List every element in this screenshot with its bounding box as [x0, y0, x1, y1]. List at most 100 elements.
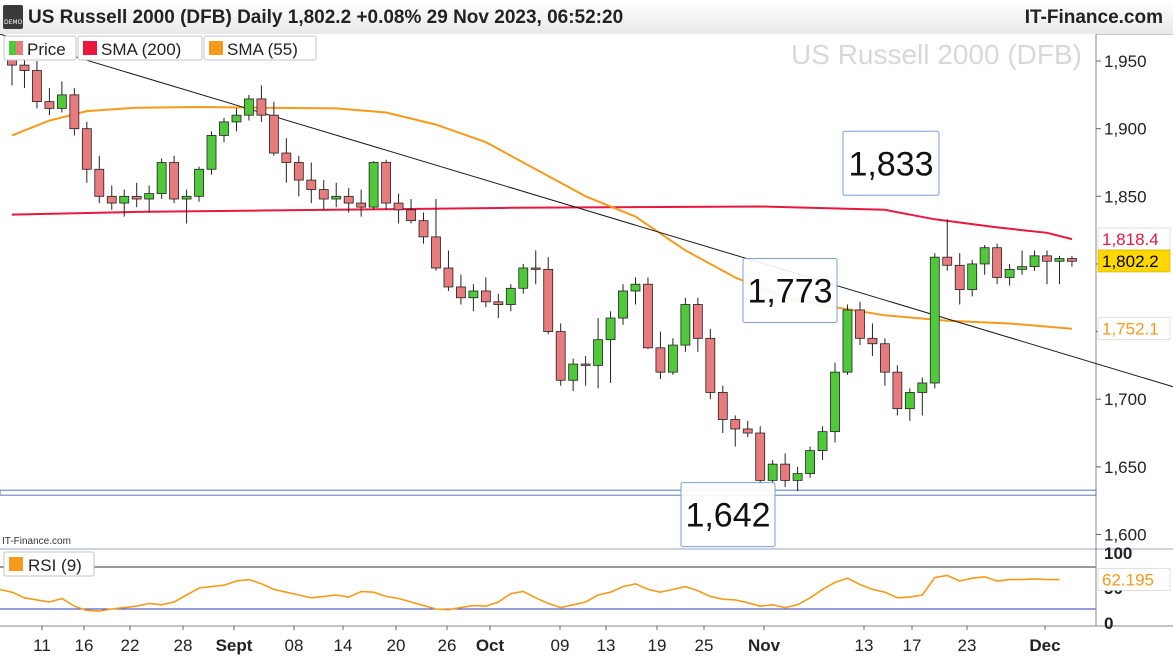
candle-body [880, 343, 890, 373]
candle-body [929, 256, 940, 384]
candle-body [219, 121, 229, 136]
candle-body [730, 419, 741, 430]
rsi-value-tag [1097, 568, 1171, 591]
candle-body [331, 195, 342, 200]
candle-body [44, 101, 55, 109]
rsi-legend-swatch [9, 557, 23, 571]
candle-body [431, 236, 441, 269]
rsi-panel [0, 550, 1096, 626]
candle-body [917, 382, 928, 393]
candle-body [206, 135, 217, 170]
x-tick-label: Oct [476, 636, 505, 655]
candle-body [231, 114, 242, 123]
annotation-label: 1,833 [848, 145, 933, 183]
candle-body [867, 337, 878, 345]
candle-body [1029, 255, 1040, 268]
chart-watermark: US Russell 2000 (DFB) [791, 39, 1082, 70]
candle-body [1054, 258, 1065, 262]
y-tick-label: 1,850 [1104, 187, 1147, 206]
x-tick-label: 09 [551, 636, 570, 655]
y-tick-label: 1,650 [1104, 458, 1147, 477]
candle-body [855, 309, 865, 339]
candle-body [306, 179, 317, 190]
candle-body [717, 392, 728, 420]
candle-body [680, 304, 691, 346]
candle-body [792, 473, 803, 481]
price-tag-last [1097, 249, 1171, 273]
candle-body [954, 264, 965, 291]
candle-body [356, 202, 367, 208]
legend-swatch [209, 41, 223, 55]
candle-body [381, 162, 392, 204]
legend-label: Price [27, 40, 66, 59]
candle-body [281, 152, 292, 163]
rsi-value-label: 62.195 [1102, 570, 1154, 589]
x-tick-label: 20 [387, 636, 406, 655]
candle-body [32, 70, 42, 103]
candle-body [755, 432, 766, 481]
candle-body [131, 195, 142, 200]
candle-body [418, 220, 429, 238]
candle-body [518, 267, 529, 289]
candle-body [605, 317, 616, 341]
rsi-legend [3, 551, 95, 577]
x-tick-label: 19 [648, 636, 667, 655]
price-tag-label: 1,752.1 [1102, 320, 1159, 339]
rsi-legend-label: RSI (9) [28, 556, 82, 575]
rsi-tick-label: 100 [1104, 544, 1132, 563]
candle-body [655, 347, 666, 373]
candle-body [69, 94, 80, 130]
x-tick-label: 17 [903, 636, 922, 655]
candle-body [169, 162, 180, 200]
candle-body [194, 168, 204, 197]
candle-body [1017, 266, 1027, 270]
x-tick-label: 26 [438, 636, 457, 655]
candle-body [393, 202, 404, 211]
candle-body [705, 337, 716, 393]
x-tick-label: 14 [334, 636, 353, 655]
candle-body [805, 450, 815, 475]
candle-body [156, 162, 167, 195]
rsi-tick-label: 0 [1104, 614, 1113, 633]
candle-body [643, 283, 653, 349]
candle-body [19, 64, 30, 71]
x-tick-label: 16 [75, 636, 94, 655]
candle-body [593, 339, 603, 366]
y-tick-label: 1,950 [1104, 52, 1147, 71]
price-tag-label: 1,818.4 [1102, 230, 1159, 249]
x-tick-label: Sept [216, 636, 253, 655]
legend: Price SMA (200) SMA (55) [3, 35, 317, 61]
legend-swatch [83, 41, 97, 55]
candle-body [468, 290, 479, 299]
annotation-box [742, 257, 838, 323]
candle-body [555, 331, 566, 381]
annotation-label: 1,642 [685, 497, 770, 535]
annotation-box [680, 482, 776, 548]
candle-body [543, 268, 554, 332]
candle-body [1004, 268, 1015, 278]
price-chart[interactable]: US Russell 2000 (DFB) 1,950 1,900 1,850 1,80… [0, 34, 1173, 660]
sma200-line [11, 205, 1073, 241]
legend-label: SMA (200) [101, 40, 181, 59]
candle-body [81, 128, 92, 170]
y-tick-label: 1,900 [1104, 120, 1147, 139]
candle-body [1042, 255, 1052, 262]
candle-body [293, 162, 304, 181]
legend-item [203, 35, 317, 61]
candle-body [817, 431, 828, 452]
candle-body [780, 463, 791, 481]
x-tick-label: 11 [33, 636, 51, 655]
candle-body [368, 162, 379, 208]
x-tick-label: 23 [958, 636, 977, 655]
candle-body [144, 193, 155, 200]
candle-body [692, 304, 703, 339]
annotation-box [842, 130, 940, 196]
x-tick-label: Dec [1029, 636, 1060, 655]
candle-body [493, 301, 504, 305]
sma55-line [11, 105, 1073, 330]
candle-body [830, 371, 840, 433]
legend-swatch-down [16, 41, 23, 55]
candle-body [443, 267, 454, 288]
x-tick-label: 13 [855, 636, 874, 655]
